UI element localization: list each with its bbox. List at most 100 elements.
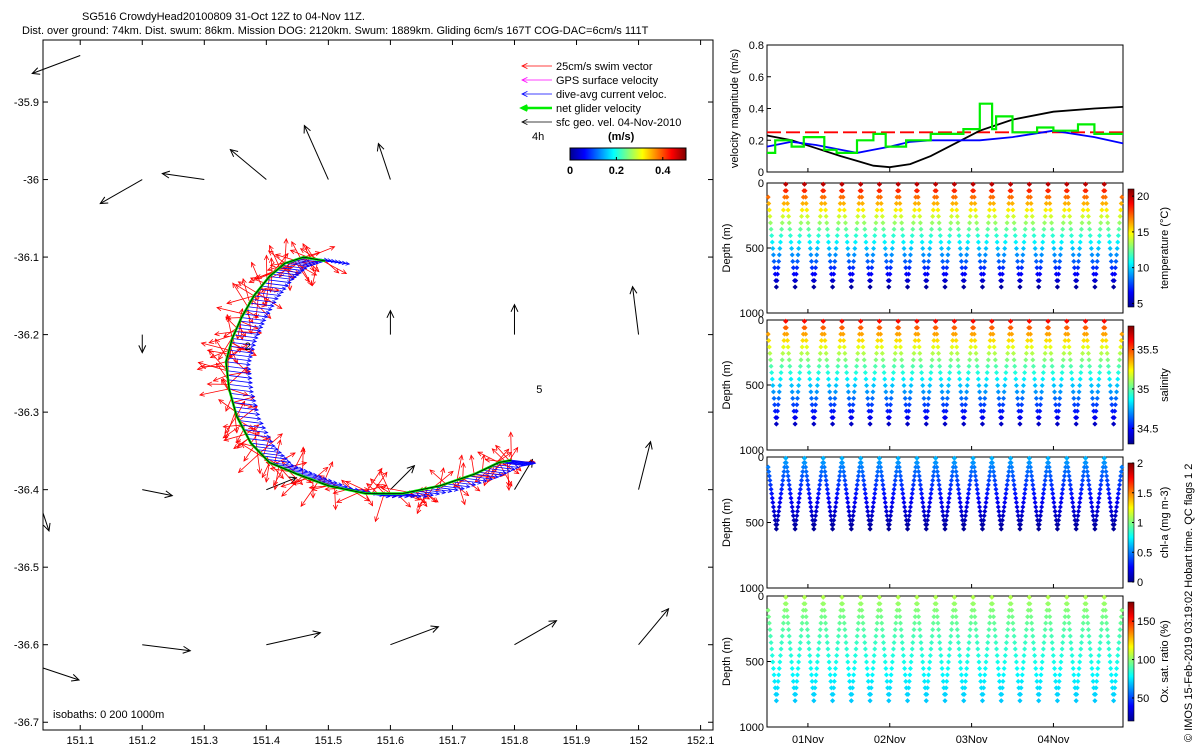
surface-velocity-vector-head (629, 285, 638, 295)
section-sample-marker (768, 633, 774, 639)
section-sample-marker (1057, 395, 1063, 401)
section-sample-marker (865, 513, 871, 519)
section-sample-marker (792, 284, 798, 290)
section-sample-marker (1027, 607, 1033, 613)
section-sample-marker (865, 672, 871, 678)
swim-vector-head (237, 467, 244, 474)
swim-vector (510, 432, 512, 461)
section-sample-marker (994, 233, 1000, 239)
section-sample-marker (784, 331, 790, 337)
section-sample-marker (767, 477, 773, 483)
section-sample-marker (1029, 344, 1035, 350)
section-sample-marker (883, 252, 889, 258)
swim-vector-head (477, 451, 483, 457)
section-sample-marker (780, 350, 786, 356)
section-sample-marker (835, 486, 841, 492)
section-sample-marker (796, 500, 802, 506)
section-sample-marker (821, 194, 827, 200)
section-sample-marker (961, 284, 967, 290)
section-sample-marker (895, 318, 901, 324)
section-sample-marker (809, 672, 814, 678)
section-sample-marker (1031, 491, 1037, 497)
section-sample-marker (1023, 357, 1029, 363)
section-sample-marker (854, 220, 860, 226)
section-sample-marker (1050, 376, 1056, 382)
section-sample-marker (775, 517, 781, 523)
section-sample-marker (831, 265, 837, 271)
section-sample-marker (999, 517, 1005, 523)
section-sample-marker (770, 659, 776, 665)
section-sample-marker (818, 620, 824, 626)
section-sample-marker (1006, 338, 1012, 344)
section-sample-marker (1085, 477, 1091, 483)
section-sample-marker (833, 659, 839, 665)
section-sample-marker (830, 421, 836, 427)
section-sample-marker (933, 594, 939, 600)
section-sample-marker (883, 395, 889, 401)
section-sample-marker (1008, 601, 1014, 607)
velocity-ylabel: velocity magnitude (m/s) (729, 49, 741, 168)
section-sample-marker (1109, 265, 1115, 271)
section-sample-marker (795, 665, 801, 671)
section-sample-marker (823, 473, 829, 479)
section-sample-marker (974, 220, 980, 226)
section-sample-marker (881, 226, 887, 232)
section-sample-marker (944, 265, 950, 271)
section-sample-marker (1022, 640, 1028, 646)
section-sample-marker (1107, 653, 1113, 659)
section-sample-marker (803, 469, 809, 475)
swim-vector-head (249, 277, 256, 282)
section-sample-marker (1084, 331, 1090, 337)
section-sample-marker (1104, 620, 1110, 626)
section-sample-marker (842, 633, 848, 639)
section-sample-marker (905, 284, 911, 290)
section-sample-marker (861, 482, 867, 488)
section-sample-marker (808, 252, 814, 258)
section-sample-marker (889, 389, 895, 395)
section-sample-marker (769, 376, 775, 382)
section-sample-marker (767, 627, 773, 633)
section-sample-marker (1068, 226, 1074, 232)
section-sample-marker (1059, 376, 1065, 382)
section-sample-marker (1115, 646, 1121, 652)
section-sample-marker (811, 284, 817, 290)
swim-vector (492, 448, 506, 462)
section-sample-marker (977, 258, 983, 264)
section-sample-marker (1056, 265, 1062, 271)
section-sample-marker (1038, 395, 1044, 401)
section-sample-marker (1068, 370, 1074, 376)
section-sample-marker (813, 395, 819, 401)
section-sample-marker (975, 646, 981, 652)
section-sample-marker (807, 239, 813, 245)
section-sample-marker (899, 640, 905, 646)
section-sample-marker (789, 665, 795, 671)
section-sample-marker (942, 698, 948, 704)
section-sample-marker (1019, 513, 1025, 519)
section-sample-marker (840, 194, 846, 200)
section-sample-marker (989, 318, 995, 324)
dive-avg-current-vector (259, 288, 284, 293)
section-sample-marker (996, 513, 1002, 519)
section-sample-marker (1067, 357, 1073, 363)
section-ytick-label: 0 (758, 315, 764, 327)
section-sample-marker (907, 258, 913, 264)
legend-arrow-head (521, 91, 528, 97)
section-sample-marker (815, 495, 821, 501)
section-sample-marker (800, 201, 806, 207)
swim-vector-head (503, 448, 510, 455)
section-sample-marker (807, 245, 813, 251)
section-sample-marker (1027, 331, 1033, 337)
section-sample-marker (917, 357, 923, 363)
swim-vector (226, 314, 233, 339)
section-sample-marker (983, 500, 989, 506)
section-sample-marker (783, 188, 789, 194)
section-sample-marker (797, 226, 803, 232)
section-sample-marker (777, 495, 783, 501)
dive-avg-current-vector-head (531, 460, 537, 465)
section-sample-marker (1076, 389, 1082, 395)
section-sample-marker (914, 455, 920, 461)
section-sample-marker (1018, 278, 1024, 284)
section-sample-marker (1053, 265, 1059, 271)
section-sample-marker (928, 646, 934, 652)
